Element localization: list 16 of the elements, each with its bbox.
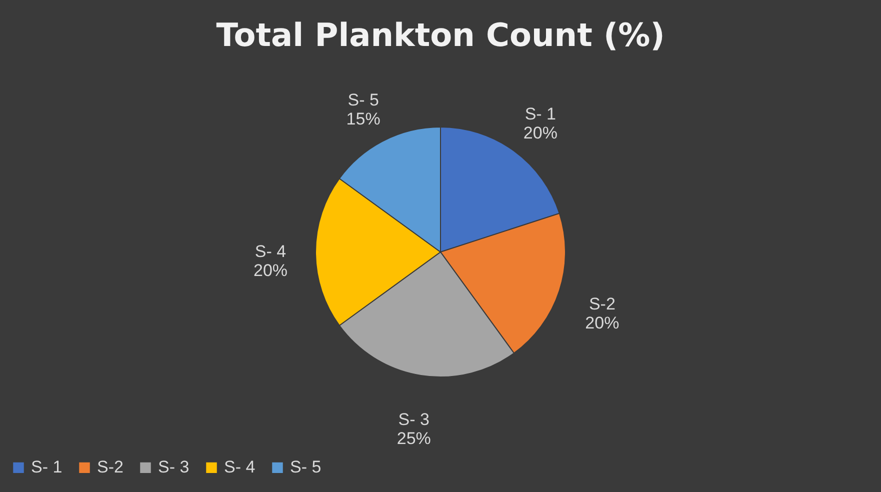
data-label: 15% (346, 110, 380, 129)
slice-label: S- 3 (398, 410, 430, 429)
slice-label: S- 4 (254, 242, 286, 261)
legend-label: S- 1 (31, 458, 62, 477)
data-label: 20% (523, 123, 558, 142)
legend-label: S-2 (97, 458, 124, 477)
slice-label: S-2 (588, 294, 616, 314)
chart-title: Total Plankton Count (%) (216, 16, 665, 54)
data-label: 20% (585, 314, 620, 333)
legend-label: S- 3 (158, 458, 190, 477)
data-label: 20% (253, 261, 288, 280)
legend-label: S- 5 (290, 458, 322, 477)
data-label: 25% (396, 428, 431, 448)
slice-label: S- 5 (348, 90, 379, 110)
slice-label: S- 1 (524, 104, 556, 124)
legend-label: S- 4 (224, 458, 256, 477)
